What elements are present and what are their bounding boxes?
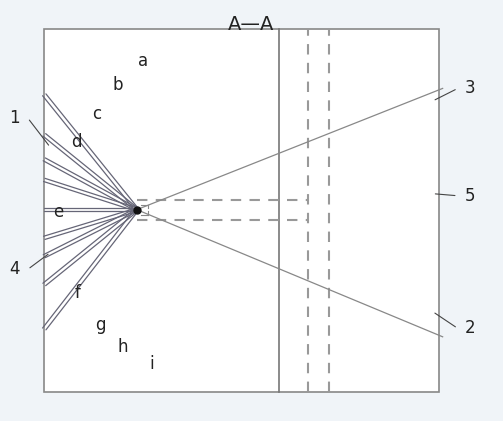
Text: 5: 5	[465, 187, 475, 205]
Text: c: c	[93, 105, 102, 123]
Text: i: i	[149, 355, 154, 373]
Text: g: g	[96, 316, 106, 334]
Text: f: f	[75, 284, 81, 301]
Text: 1: 1	[9, 109, 20, 127]
Text: 2: 2	[465, 320, 476, 337]
Text: A—A: A—A	[228, 15, 275, 34]
Text: 3: 3	[465, 80, 476, 97]
Text: e: e	[53, 203, 63, 221]
Polygon shape	[44, 29, 439, 392]
Text: a: a	[138, 52, 148, 70]
Text: h: h	[118, 338, 128, 356]
Text: d: d	[71, 133, 81, 151]
Text: 4: 4	[9, 261, 19, 278]
Text: b: b	[113, 76, 123, 94]
